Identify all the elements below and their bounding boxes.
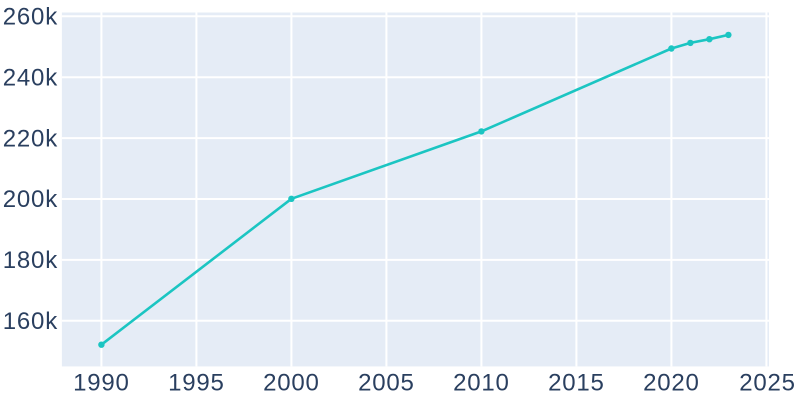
svg-text:180k: 180k — [3, 247, 58, 274]
svg-text:260k: 260k — [3, 4, 58, 31]
svg-text:240k: 240k — [3, 64, 58, 91]
svg-text:160k: 160k — [3, 308, 58, 335]
svg-text:2010: 2010 — [453, 369, 510, 396]
svg-text:2005: 2005 — [358, 369, 415, 396]
svg-text:1990: 1990 — [73, 369, 130, 396]
svg-text:2015: 2015 — [548, 369, 605, 396]
svg-text:200k: 200k — [3, 186, 58, 213]
svg-text:2020: 2020 — [643, 369, 700, 396]
svg-text:2000: 2000 — [263, 369, 320, 396]
svg-text:2025: 2025 — [739, 369, 796, 396]
svg-text:220k: 220k — [3, 125, 58, 152]
svg-text:1995: 1995 — [168, 369, 225, 396]
